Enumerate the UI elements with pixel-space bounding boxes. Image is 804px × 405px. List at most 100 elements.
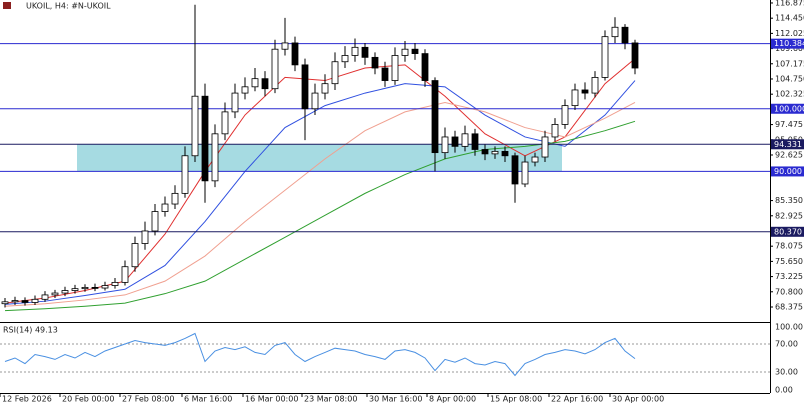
y-tick-label: 97.475	[775, 120, 803, 129]
candle-body	[281, 42, 289, 50]
candle-body	[181, 155, 189, 194]
y-tick-label: 70.00	[775, 340, 798, 349]
rsi-label: RSI(14) 49.13	[3, 326, 58, 335]
candle-body	[71, 288, 79, 291]
candle-body	[21, 300, 29, 303]
rsi-line	[4, 332, 636, 377]
candle-body	[451, 136, 459, 147]
x-tick-label: 12 Feb 2026	[2, 395, 52, 404]
y-tick-label: 0.00	[775, 386, 793, 395]
candle-body	[581, 89, 589, 94]
y-tick-label: 82.925	[775, 211, 803, 220]
candle-body	[461, 133, 469, 147]
x-tick-label: 6 Mar 16:00	[184, 395, 232, 404]
candle-body	[171, 192, 179, 205]
y-tick-label: 78.075	[775, 242, 803, 251]
candle-body	[411, 48, 419, 54]
candle-body	[161, 203, 169, 212]
candle-body	[101, 285, 109, 289]
level-label: 80.370	[774, 227, 802, 236]
candle-body	[471, 133, 479, 150]
candle-body	[601, 36, 609, 78]
candle-body	[251, 78, 259, 88]
zone	[77, 144, 562, 172]
y-tick-label: 102.325	[775, 90, 804, 99]
candle-body	[531, 156, 539, 163]
level-label: 110.384	[774, 39, 804, 48]
candle-body	[221, 111, 229, 135]
candle-body	[31, 298, 39, 303]
candle-body	[401, 48, 409, 56]
candle-body	[421, 53, 429, 81]
y-tick-label: 114.450	[775, 14, 804, 23]
y-tick-label: 30.00	[775, 368, 798, 377]
moving-average	[4, 101, 636, 307]
candle-body	[441, 136, 449, 154]
candle-body	[271, 48, 279, 90]
candle-body	[261, 78, 269, 90]
candle-body	[1, 301, 9, 305]
candle-body	[11, 300, 19, 303]
y-tick-label: 70.800	[775, 287, 803, 296]
candle-body	[551, 124, 559, 138]
candle-body	[351, 46, 359, 56]
candle-body	[331, 61, 339, 85]
moving-average	[4, 80, 636, 305]
candle-body	[91, 286, 99, 289]
x-tick-label: 30 Apr 00:00	[612, 395, 664, 404]
candle-body	[191, 95, 199, 157]
x-tick-label: 27 Feb 08:00	[122, 395, 174, 404]
x-tick-label: 16 Mar 00:00	[245, 395, 298, 404]
candle-body	[621, 26, 629, 44]
level-label-box	[771, 38, 804, 49]
y-tick-label: 100.00	[775, 323, 803, 332]
y-tick-label: 75.650	[775, 257, 803, 266]
candle-body	[201, 95, 209, 182]
candle-body	[151, 211, 159, 232]
level-label: 90.000	[774, 167, 802, 176]
level-label: 94.331	[774, 140, 802, 149]
y-tick-label: 85.350	[775, 196, 803, 205]
candle-body	[121, 266, 129, 283]
y-tick-label: 116.875	[775, 0, 804, 7]
candle-body	[341, 55, 349, 63]
candle-body	[561, 105, 569, 125]
candle-body	[381, 67, 389, 81]
x-tick-label: 22 Apr 16:00	[551, 395, 603, 404]
level-label-box	[771, 139, 804, 150]
candle-body	[391, 55, 399, 81]
y-tick-label: 73.225	[775, 272, 803, 281]
candle-body	[291, 42, 299, 66]
y-tick-label: 92.625	[775, 150, 803, 159]
candle-body	[131, 243, 139, 268]
candle-body	[631, 42, 639, 69]
candle-body	[511, 155, 519, 185]
candle-body	[571, 89, 579, 107]
level-label-box	[771, 166, 804, 177]
candle-body	[371, 56, 379, 69]
symbol-icon	[3, 2, 11, 9]
candle-body	[541, 136, 549, 158]
y-tick-label: 68.375	[775, 302, 803, 311]
x-tick-label: 20 Feb 00:00	[62, 395, 114, 404]
level-label-box	[771, 226, 804, 237]
candle-body	[61, 290, 69, 294]
candle-body	[41, 294, 49, 300]
y-tick-label: 104.750	[775, 74, 804, 83]
candle-body	[481, 149, 489, 155]
candle-body	[301, 64, 309, 110]
candle-body	[231, 92, 239, 113]
candle-body	[491, 150, 499, 155]
candle-body	[211, 133, 219, 182]
candle-body	[111, 281, 119, 286]
x-tick-label: 30 Mar 16:00	[369, 395, 422, 404]
chart-title: UKOIL, H4: #N-UKOIL	[26, 2, 111, 11]
x-tick-label: 23 Mar 08:00	[304, 395, 357, 404]
candle-body	[431, 80, 439, 154]
y-tick-label: 112.025	[775, 29, 804, 38]
level-label: 100.000	[774, 104, 804, 113]
candle-body	[81, 286, 89, 290]
y-tick-label: 107.175	[775, 59, 804, 68]
